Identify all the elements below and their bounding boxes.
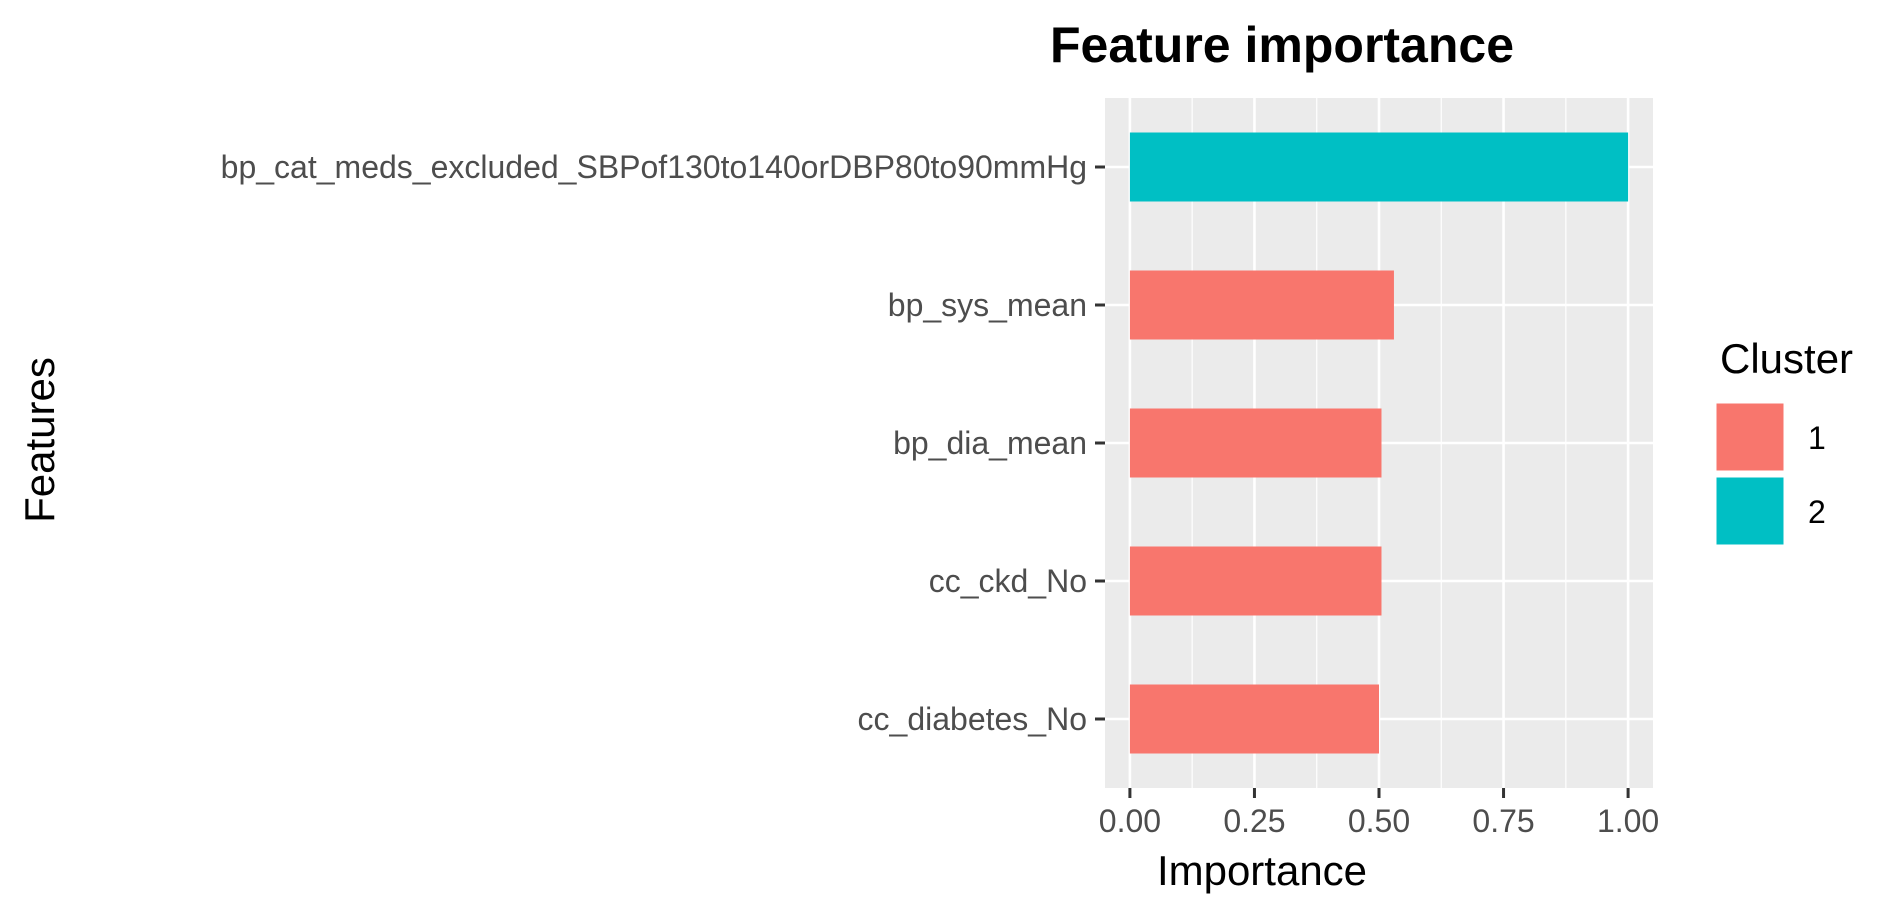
y-tick-label: bp_dia_mean xyxy=(893,425,1087,461)
bar-bp-cat-meds-excluded-sbpof130to140ordbp80to90mmhg xyxy=(1129,132,1629,202)
y-tick-label: cc_diabetes_No xyxy=(858,701,1087,737)
y-tick-label: cc_ckd_No xyxy=(929,563,1087,599)
legend-label-2: 2 xyxy=(1808,494,1826,530)
y-tick-label: bp_sys_mean xyxy=(888,287,1087,323)
legend-key-1 xyxy=(1713,400,1787,474)
y-tick-label: bp_cat_meds_excluded_SBPof130to140orDBP8… xyxy=(221,149,1087,185)
legend: Cluster 1 2 xyxy=(1713,335,1853,548)
x-axis: 0.00 0.25 0.50 0.75 1.00 xyxy=(1099,788,1659,839)
x-tick-label: 1.00 xyxy=(1597,803,1659,839)
chart-title: Feature importance xyxy=(1050,17,1514,73)
y-axis-title: Features xyxy=(16,357,63,523)
x-tick-label: 0.00 xyxy=(1099,803,1161,839)
bar-cc-diabetes-no xyxy=(1129,684,1379,754)
y-axis: bp_cat_meds_excluded_SBPof130to140orDBP8… xyxy=(221,149,1105,737)
x-tick-label: 0.75 xyxy=(1472,803,1534,839)
x-tick-label: 0.25 xyxy=(1223,803,1285,839)
bar-bp-dia-mean xyxy=(1129,408,1382,478)
legend-key-2 xyxy=(1713,474,1787,548)
legend-label-1: 1 xyxy=(1808,420,1826,456)
x-tick-label: 0.50 xyxy=(1348,803,1410,839)
bar-bp-sys-mean xyxy=(1129,270,1394,340)
legend-title: Cluster xyxy=(1720,335,1853,382)
bar-cc-ckd-no xyxy=(1129,546,1382,616)
x-axis-title: Importance xyxy=(1157,847,1367,894)
bars xyxy=(1129,132,1629,754)
